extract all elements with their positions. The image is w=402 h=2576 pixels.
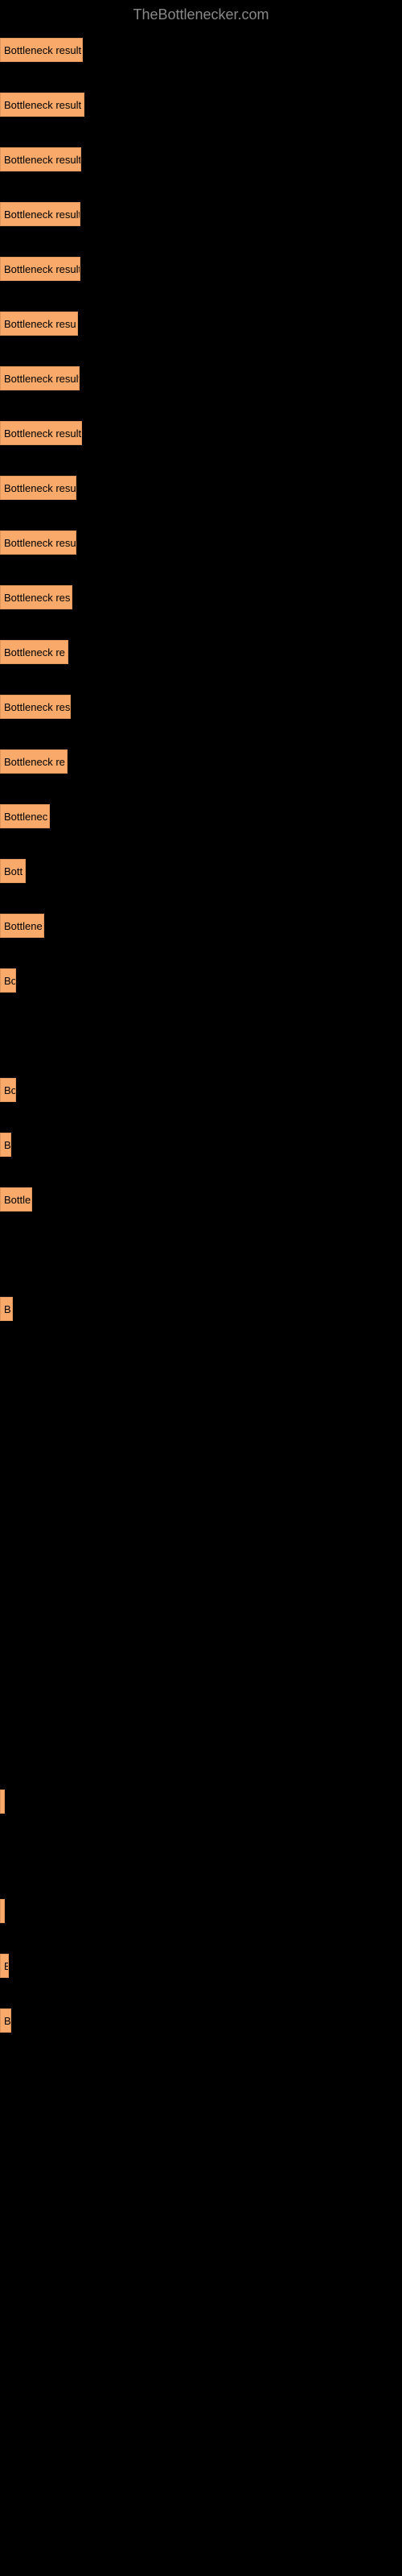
chart-container: Bottleneck result Bottleneck result Bottle… xyxy=(0,30,402,2071)
chart-bar: Bottleneck result xyxy=(0,147,81,171)
chart-bar: Bottleneck res xyxy=(0,695,71,719)
chart-bar: Bottle xyxy=(0,1187,32,1212)
chart-row xyxy=(0,1406,402,1430)
chart-bar: B xyxy=(0,1954,9,1978)
chart-row xyxy=(0,1625,402,1649)
chart-bar: B xyxy=(0,2008,11,2033)
bar-label: Bottleneck result xyxy=(4,427,81,440)
bar-label: Bo xyxy=(4,975,16,987)
chart-row xyxy=(0,1790,402,1814)
chart-bar: Bottleneck result xyxy=(0,202,80,226)
chart-bar: Bottleneck result xyxy=(0,366,80,390)
bar-label: B xyxy=(4,1303,11,1315)
chart-row xyxy=(0,1461,402,1485)
chart-row: Bottleneck re xyxy=(0,749,402,774)
bar-label: Bottleneck re xyxy=(4,756,65,768)
bar-label: Bottleneck result xyxy=(4,154,81,166)
chart-row: Bo xyxy=(0,968,402,993)
chart-bar: Bo xyxy=(0,968,16,993)
chart-row xyxy=(0,1735,402,1759)
chart-row xyxy=(0,1516,402,1540)
chart-bar: Bottleneck re xyxy=(0,640,68,664)
bar-label: Bottleneck result xyxy=(4,44,81,56)
bar-label: Bottleneck result xyxy=(4,373,80,385)
chart-bar xyxy=(0,1899,5,1923)
chart-row: Bottleneck result xyxy=(0,93,402,117)
chart-row xyxy=(0,1571,402,1595)
bar-label: Bott xyxy=(4,865,23,877)
chart-row: B xyxy=(0,1133,402,1157)
chart-bar: Bottleneck result xyxy=(0,421,82,445)
chart-row: Bottleneck resu xyxy=(0,530,402,555)
page-header: TheBottlenecker.com xyxy=(0,0,402,30)
bar-label: Bottle xyxy=(4,1194,31,1206)
bar-label: Bottlene xyxy=(4,920,43,932)
chart-row xyxy=(0,1023,402,1047)
chart-row: Bottle xyxy=(0,1187,402,1212)
chart-bar: B xyxy=(0,1297,13,1321)
chart-bar: Bottleneck resu xyxy=(0,476,76,500)
bar-label: Bottlenec xyxy=(4,811,47,823)
chart-row xyxy=(0,1899,402,1923)
chart-bar: Bottleneck resu xyxy=(0,312,78,336)
chart-row: Bo xyxy=(0,1078,402,1102)
chart-bar: Bottleneck resu xyxy=(0,530,76,555)
chart-row: Bottleneck result xyxy=(0,257,402,281)
chart-row: Bottleneck result xyxy=(0,366,402,390)
chart-row: Bottleneck resu xyxy=(0,312,402,336)
chart-bar xyxy=(0,1790,5,1814)
bar-label: Bottleneck resu xyxy=(4,537,76,549)
chart-bar: Bottleneck res xyxy=(0,585,72,609)
bar-label: B xyxy=(4,2015,11,2027)
chart-row: Bottleneck res xyxy=(0,585,402,609)
chart-row: B xyxy=(0,1954,402,1978)
chart-row: Bottleneck result xyxy=(0,421,402,445)
bar-label: B xyxy=(4,1960,9,1972)
chart-row: Bott xyxy=(0,859,402,883)
chart-row xyxy=(0,1352,402,1376)
chart-row: Bottleneck result xyxy=(0,38,402,62)
chart-bar: Bottleneck re xyxy=(0,749,68,774)
chart-bar: Bott xyxy=(0,859,26,883)
chart-bar: Bo xyxy=(0,1078,16,1102)
chart-bar: Bottlenec xyxy=(0,804,50,828)
chart-bar: Bottleneck result xyxy=(0,257,80,281)
chart-bar: Bottlene xyxy=(0,914,44,938)
chart-row xyxy=(0,1844,402,1868)
chart-row: Bottleneck result xyxy=(0,202,402,226)
chart-row xyxy=(0,1242,402,1266)
bar-label: Bottleneck resu xyxy=(4,318,76,330)
chart-row: Bottlene xyxy=(0,914,402,938)
bar-label: Bottleneck resu xyxy=(4,482,76,494)
header-title: TheBottlenecker.com xyxy=(133,6,269,23)
bar-label: Bottleneck res xyxy=(4,592,70,604)
bar-label: Bottleneck res xyxy=(4,701,70,713)
chart-row xyxy=(0,1680,402,1704)
chart-row: Bottleneck re xyxy=(0,640,402,664)
bar-label: Bottleneck result xyxy=(4,99,81,111)
chart-bar: Bottleneck result xyxy=(0,38,83,62)
chart-row: B xyxy=(0,2008,402,2033)
chart-row: Bottleneck res xyxy=(0,695,402,719)
chart-row: B xyxy=(0,1297,402,1321)
chart-row: Bottleneck resu xyxy=(0,476,402,500)
bar-label: Bottleneck result xyxy=(4,263,80,275)
bar-label: B xyxy=(4,1139,11,1151)
chart-bar: Bottleneck result xyxy=(0,93,84,117)
bar-label: Bo xyxy=(4,1084,16,1096)
chart-bar: B xyxy=(0,1133,11,1157)
bar-label: Bottleneck re xyxy=(4,646,65,658)
bar-label: Bottleneck result xyxy=(4,208,80,221)
chart-row: Bottlenec xyxy=(0,804,402,828)
chart-row: Bottleneck result xyxy=(0,147,402,171)
